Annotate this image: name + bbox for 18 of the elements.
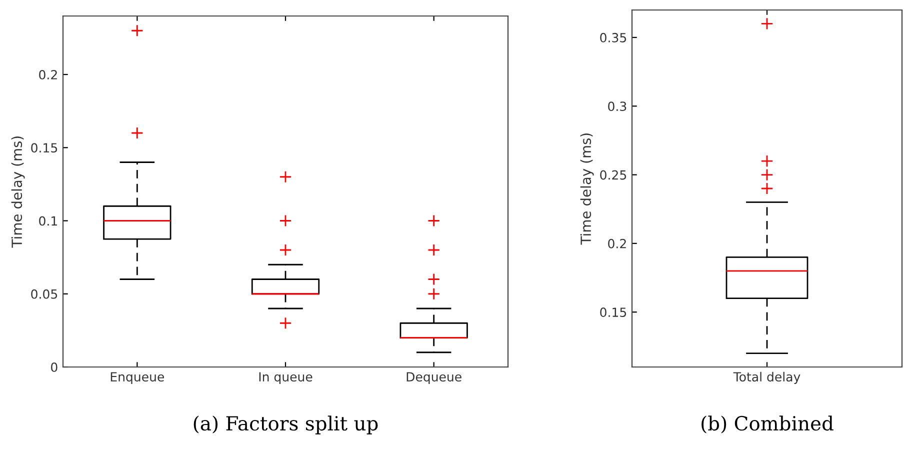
y-tick-label: 0.35 [600, 32, 626, 42]
y-axis-title: Time delay (ms) [580, 134, 594, 245]
y-tick-label: 0.05 [31, 289, 58, 299]
y-tick-label: 0.2 [39, 70, 57, 80]
y-axis-title: Time delay (ms) [11, 136, 25, 248]
x-tick-label: Total delay [733, 372, 800, 384]
y-tick-label: 0.3 [608, 102, 626, 112]
text: (a) Factors split up [194, 416, 378, 434]
y-tick-label: 0.15 [600, 308, 626, 318]
y-tick-label: 0 [51, 362, 58, 372]
y-tick-label: 0.15 [31, 143, 58, 153]
y-tick-label: 0.2 [608, 238, 626, 248]
y-tick-label: 0.25 [600, 170, 626, 180]
y-tick-label: 0.1 [39, 216, 57, 226]
text: (b) Combined [702, 416, 834, 434]
x-tick-label: Dequeue [406, 372, 462, 384]
x-tick-label: In queue [259, 372, 312, 384]
x-tick-label: Enqueue [110, 372, 164, 384]
